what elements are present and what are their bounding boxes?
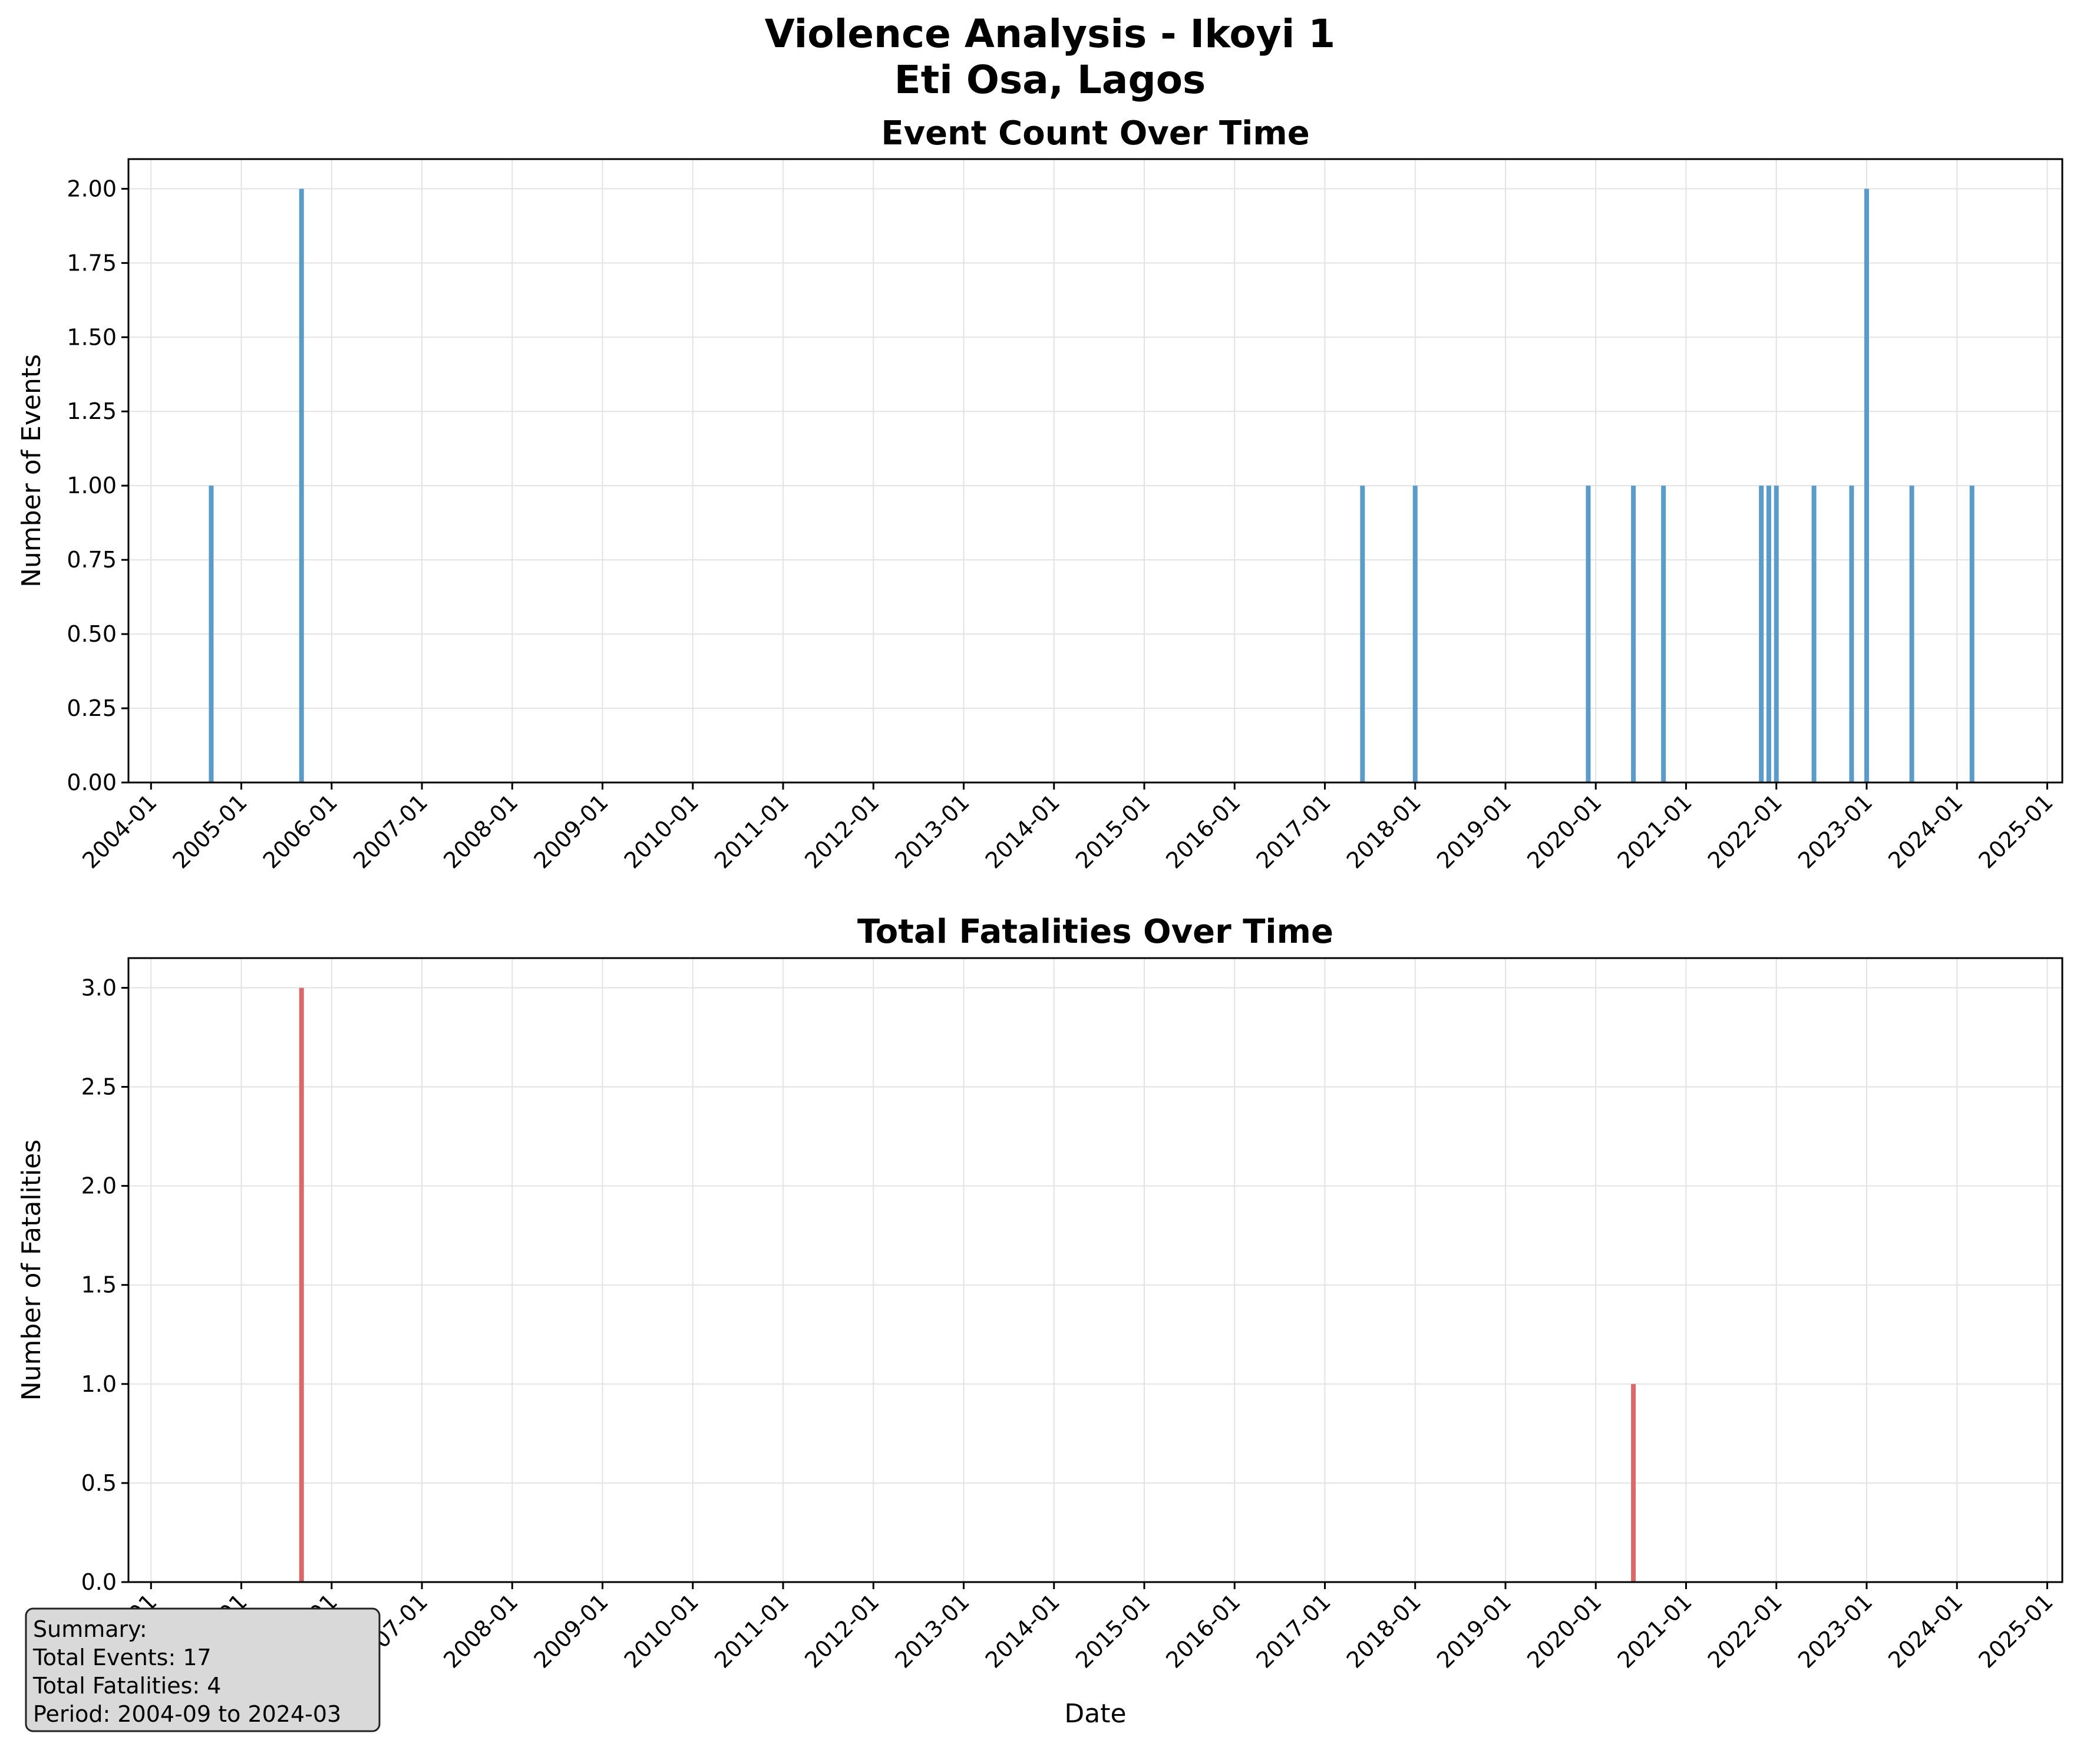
bar [209, 486, 214, 782]
x-tick-label: 2019-01 [1432, 789, 1516, 873]
figure-title-line1: Violence Analysis - Ikoyi 1 [765, 11, 1335, 57]
bar [1774, 486, 1779, 782]
y-tick-label: 2.00 [67, 176, 117, 202]
figure-title-line2: Eti Osa, Lagos [894, 57, 1206, 103]
chart-title: Total Fatalities Over Time [857, 913, 1333, 951]
x-tick-label: 2010-01 [619, 1589, 704, 1673]
x-tick-label: 2021-01 [1612, 789, 1696, 873]
bar [1586, 486, 1591, 782]
x-tick-label: 2013-01 [890, 1589, 974, 1673]
bar [1864, 189, 1869, 782]
summary-total-events: Total Events: 17 [32, 1645, 212, 1670]
x-tick-label: 2007-01 [348, 789, 432, 873]
x-tick-label: 2015-01 [1071, 789, 1155, 873]
bar [1909, 486, 1914, 782]
x-tick-label: 2017-01 [1251, 1589, 1335, 1673]
y-tick-label: 1.25 [67, 398, 117, 424]
x-tick-label: 2018-01 [1342, 1589, 1426, 1673]
x-tick-label: 2025-01 [1973, 789, 2058, 873]
x-tick-label: 2021-01 [1612, 1589, 1696, 1673]
x-tick-label: 2014-01 [980, 1589, 1065, 1673]
fatalities-chart: 0.00.51.01.52.02.53.02004-012005-012006-… [16, 913, 2063, 1729]
x-tick-label: 2023-01 [1793, 789, 1877, 873]
x-tick-label: 2022-01 [1703, 1589, 1787, 1673]
x-tick-label: 2024-01 [1883, 1589, 1967, 1673]
x-tick-label: 2015-01 [1071, 1589, 1155, 1673]
x-tick-label: 2024-01 [1883, 789, 1967, 873]
bar [1969, 486, 1974, 782]
bar [1412, 486, 1418, 782]
x-tick-label: 2013-01 [890, 789, 974, 873]
x-tick-label: 2010-01 [619, 789, 704, 873]
bar [1811, 486, 1817, 782]
x-tick-label: 2009-01 [529, 789, 613, 873]
y-tick-label: 0.5 [81, 1470, 117, 1496]
x-tick-label: 2005-01 [168, 789, 252, 873]
x-tick-label: 2020-01 [1522, 789, 1606, 873]
x-tick-label: 2022-01 [1703, 789, 1787, 873]
y-tick-label: 0.50 [67, 621, 117, 647]
x-tick-label: 2012-01 [800, 789, 884, 873]
bar [1631, 1384, 1636, 1582]
bar [1661, 486, 1666, 782]
summary-total-fatalities: Total Fatalities: 4 [32, 1673, 221, 1699]
x-tick-label: 2019-01 [1432, 1589, 1516, 1673]
axes-frame [127, 957, 2063, 1583]
bar [299, 988, 304, 1582]
x-tick-label: 2025-01 [1973, 1589, 2058, 1673]
summary-period: Period: 2004-09 to 2024-03 [33, 1701, 341, 1727]
x-tick-label: 2016-01 [1161, 1589, 1245, 1673]
chart-title: Event Count Over Time [881, 114, 1309, 153]
x-tick-label: 2014-01 [980, 789, 1065, 873]
bar [1849, 486, 1854, 782]
x-tick-label: 2011-01 [709, 1589, 794, 1673]
bar [299, 189, 304, 782]
x-tick-label: 2020-01 [1522, 1589, 1606, 1673]
y-axis-label: Number of Events [16, 354, 47, 587]
x-tick-label: 2012-01 [800, 1589, 884, 1673]
event-count-chart: 0.00 0.25 0.50 0.75 1.00 1.25 1.50 1.75 2.00 2004… [16, 114, 2063, 874]
bar [1759, 486, 1764, 782]
summary-title: Summary: [33, 1616, 147, 1642]
x-tick-label: 2023-01 [1793, 1589, 1877, 1673]
y-tick-label: 2.5 [81, 1074, 117, 1100]
y-tick-label: 1.5 [81, 1272, 117, 1298]
x-axis-label: Date [1064, 1699, 1126, 1729]
y-axis-label: Number of Fatalities [16, 1140, 47, 1401]
y-tick-label: 1.0 [81, 1371, 117, 1397]
y-tick-label: 0.0 [81, 1569, 117, 1595]
x-tick-label: 2017-01 [1251, 789, 1335, 873]
y-tick-label: 1.75 [67, 250, 117, 276]
bar [1360, 486, 1365, 782]
summary-box: Summary: Total Events: 17 Total Fataliti… [25, 1607, 381, 1732]
y-tick-label: 0.75 [67, 547, 117, 573]
x-tick-label: 2008-01 [438, 1589, 523, 1673]
x-tick-label: 2008-01 [438, 789, 523, 873]
y-tick-label: 0.25 [67, 695, 117, 721]
x-tick-label: 2018-01 [1342, 789, 1426, 873]
x-tick-label: 2016-01 [1161, 789, 1245, 873]
x-tick-label: 2011-01 [709, 789, 794, 873]
y-tick-label: 0.00 [67, 770, 117, 795]
y-tick-label: 1.00 [67, 473, 117, 498]
x-tick-label: 2006-01 [258, 789, 342, 873]
bar [1631, 486, 1636, 782]
x-tick-label: 2004-01 [77, 789, 161, 873]
y-tick-label: 2.0 [81, 1173, 117, 1199]
bar [1766, 486, 1771, 782]
x-tick-label: 2009-01 [529, 1589, 613, 1673]
summary-box-background [25, 1607, 381, 1732]
y-tick-label: 1.50 [67, 324, 117, 350]
axes-frame [127, 158, 2063, 784]
y-tick-label: 3.0 [81, 975, 117, 1001]
